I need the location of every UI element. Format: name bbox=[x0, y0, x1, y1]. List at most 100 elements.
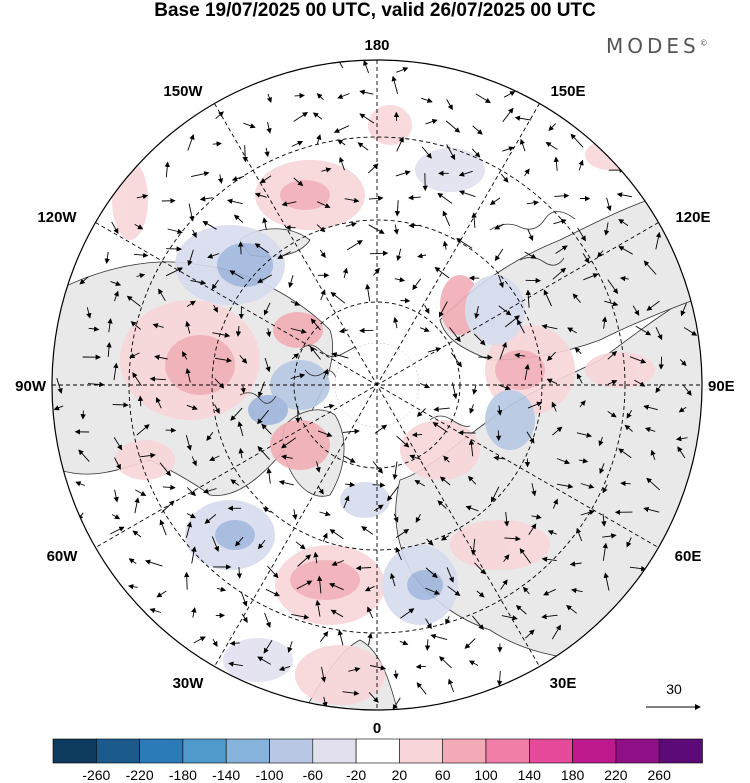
wind-vector bbox=[526, 200, 540, 206]
wind-vector bbox=[266, 93, 272, 103]
wind-vector bbox=[496, 670, 503, 687]
wind-vector bbox=[293, 112, 309, 122]
neg-anomaly bbox=[248, 395, 288, 425]
wind-vector bbox=[433, 406, 450, 412]
wind-vector bbox=[310, 318, 321, 331]
wind-vector bbox=[132, 530, 142, 538]
wind-vector bbox=[675, 436, 688, 442]
colorbar-swatch bbox=[139, 738, 184, 764]
lon-label-60e: 60E bbox=[675, 548, 702, 565]
colorbar-swatch bbox=[312, 738, 357, 764]
wind-vector bbox=[566, 605, 577, 614]
wind-vector bbox=[473, 333, 486, 346]
wind-vector bbox=[187, 249, 194, 266]
wind-vector bbox=[393, 224, 399, 235]
wind-vector bbox=[446, 144, 456, 161]
wind-vector bbox=[603, 572, 610, 591]
wind-vector bbox=[113, 362, 119, 381]
wind-vector bbox=[367, 163, 379, 174]
wind-vector bbox=[112, 402, 129, 408]
wind-vector bbox=[315, 599, 321, 617]
wind-vector bbox=[425, 618, 432, 630]
wind-vector bbox=[430, 633, 448, 641]
wind-vector bbox=[419, 382, 431, 389]
wind-vector bbox=[75, 481, 85, 487]
wind-vector bbox=[228, 661, 243, 667]
wind-vector bbox=[233, 214, 244, 223]
wind-vector bbox=[135, 489, 147, 496]
wind-vector bbox=[292, 509, 298, 520]
wind-vector bbox=[132, 372, 142, 386]
wind-vector bbox=[342, 690, 360, 696]
wind-vector bbox=[392, 461, 398, 480]
pos-anomaly bbox=[295, 645, 385, 705]
wind-vector bbox=[527, 228, 534, 242]
wind-vector bbox=[394, 277, 406, 283]
wind-vector bbox=[498, 274, 504, 288]
wind-vector bbox=[583, 273, 599, 281]
wind-vector bbox=[629, 565, 647, 572]
wind-vector bbox=[183, 571, 190, 590]
wind-vector bbox=[494, 223, 505, 230]
wind-vector bbox=[393, 513, 399, 523]
wind-vector bbox=[261, 423, 272, 435]
wind-vector bbox=[440, 535, 449, 541]
wind-vector bbox=[395, 546, 402, 561]
wind-vector bbox=[337, 93, 350, 99]
colorbar-swatch bbox=[658, 738, 703, 764]
colorbar-tick-label: 180 bbox=[561, 767, 585, 783]
wind-vector bbox=[317, 485, 324, 495]
wind-vector bbox=[134, 224, 144, 230]
wind-vector bbox=[442, 240, 449, 250]
wind-vector bbox=[606, 197, 612, 212]
wind-vector bbox=[280, 437, 297, 449]
wind-vector bbox=[257, 381, 265, 398]
wind-vector bbox=[437, 192, 453, 204]
wind-vector bbox=[634, 379, 646, 387]
lon-label-120e: 120E bbox=[675, 209, 710, 226]
wind-vector bbox=[417, 253, 427, 259]
wind-vector bbox=[359, 89, 374, 95]
wind-vector bbox=[87, 381, 105, 388]
wind-vector bbox=[500, 579, 508, 590]
wind-vector bbox=[514, 115, 532, 121]
wind-vector bbox=[400, 608, 415, 619]
wind-vector bbox=[424, 639, 431, 651]
wind-vector bbox=[322, 532, 328, 542]
wind-vector bbox=[646, 477, 661, 491]
wind-vector bbox=[495, 430, 502, 442]
wind-vector bbox=[553, 218, 567, 225]
colorbar-tick-label: -100 bbox=[255, 767, 283, 783]
wind-vector bbox=[137, 395, 144, 407]
wind-vector bbox=[471, 148, 481, 158]
wind-vector bbox=[227, 198, 243, 205]
wind-vector bbox=[524, 251, 537, 259]
wind-vector bbox=[396, 67, 409, 73]
wind-vector bbox=[230, 407, 243, 421]
wind-vector bbox=[576, 373, 583, 384]
wind-vector bbox=[191, 546, 197, 564]
wind-vector bbox=[266, 467, 272, 484]
wind-vector bbox=[278, 665, 291, 671]
wind-vector bbox=[468, 439, 475, 457]
wind-vector bbox=[155, 396, 162, 409]
wind-vector bbox=[158, 288, 166, 302]
wind-vector bbox=[345, 221, 357, 228]
wind-vector bbox=[294, 92, 305, 99]
wind-vector bbox=[330, 609, 344, 618]
wind-vector bbox=[491, 486, 500, 503]
wind-vector bbox=[344, 197, 360, 204]
wind-vector bbox=[579, 400, 586, 408]
wind-vector bbox=[162, 484, 176, 491]
pos-anomaly bbox=[585, 352, 655, 388]
wind-vector bbox=[493, 455, 506, 461]
wind-vector bbox=[240, 591, 248, 607]
wind-vector bbox=[262, 507, 271, 513]
wind-vector bbox=[650, 449, 656, 461]
wind-vector bbox=[683, 327, 698, 336]
colorbar-swatch bbox=[52, 738, 97, 764]
wind-vector bbox=[629, 356, 647, 364]
wind-vector bbox=[574, 347, 582, 355]
neg-anomaly bbox=[340, 482, 390, 518]
wind-vector bbox=[111, 221, 119, 234]
